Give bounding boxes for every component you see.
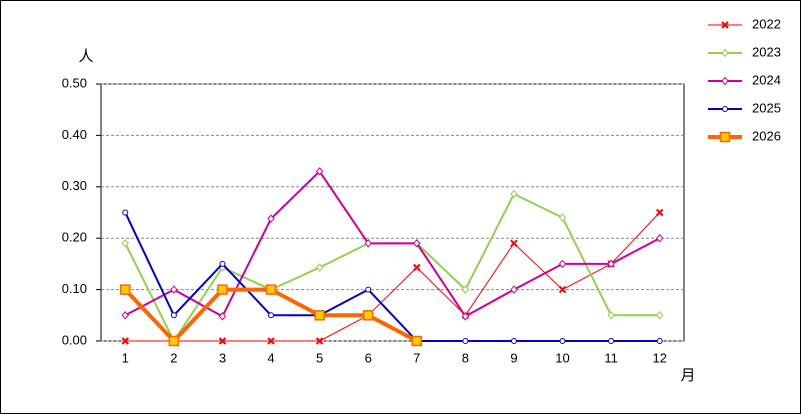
x-tick-label: 9 bbox=[510, 350, 517, 365]
marker bbox=[656, 208, 664, 217]
marker bbox=[461, 312, 470, 321]
series-line bbox=[124, 212, 660, 342]
x-tick-label: 3 bbox=[219, 350, 226, 365]
marker bbox=[607, 311, 615, 320]
legend-label: 2026 bbox=[752, 128, 781, 143]
marker bbox=[721, 48, 729, 58]
x-tick-label: 7 bbox=[413, 350, 420, 365]
marker bbox=[719, 131, 731, 143]
series-line bbox=[125, 212, 661, 342]
x-tick-label: 4 bbox=[267, 350, 274, 365]
marker bbox=[462, 338, 469, 344]
y-tick-label: 0.10 bbox=[62, 281, 87, 296]
marker bbox=[219, 260, 226, 267]
marker bbox=[122, 209, 129, 216]
marker bbox=[413, 263, 421, 272]
marker bbox=[558, 259, 567, 269]
legend-label: 2025 bbox=[752, 100, 781, 115]
marker bbox=[721, 76, 729, 86]
marker bbox=[510, 285, 518, 294]
x-tick-label: 11 bbox=[604, 350, 618, 365]
marker bbox=[510, 239, 518, 248]
marker bbox=[558, 213, 567, 222]
marker bbox=[362, 310, 374, 321]
marker bbox=[413, 239, 421, 248]
x-tick-label: 6 bbox=[365, 350, 372, 365]
legend-label: 2024 bbox=[752, 72, 781, 87]
marker bbox=[315, 337, 324, 345]
x-tick-label: 5 bbox=[316, 350, 323, 365]
marker bbox=[315, 263, 324, 272]
marker bbox=[218, 337, 227, 345]
marker bbox=[170, 285, 178, 294]
x-tick-label: 12 bbox=[652, 350, 666, 365]
marker bbox=[121, 239, 129, 248]
marker bbox=[314, 310, 325, 321]
x-axis-label: 月 bbox=[680, 367, 695, 384]
marker bbox=[365, 286, 372, 293]
y-tick-label: 0.50 bbox=[62, 75, 87, 90]
marker bbox=[218, 312, 227, 321]
marker bbox=[121, 337, 129, 345]
marker bbox=[168, 335, 180, 347]
marker bbox=[607, 259, 615, 269]
marker bbox=[268, 312, 275, 319]
marker bbox=[315, 167, 324, 176]
marker bbox=[121, 311, 129, 320]
marker bbox=[364, 239, 372, 248]
marker bbox=[411, 335, 423, 347]
marker bbox=[267, 214, 275, 223]
y-tick-label: 0.40 bbox=[62, 127, 87, 142]
marker bbox=[170, 312, 177, 319]
x-tick-label: 1 bbox=[122, 350, 129, 365]
marker bbox=[217, 284, 228, 295]
legend-label: 2023 bbox=[752, 44, 781, 59]
marker bbox=[559, 338, 566, 344]
marker bbox=[120, 284, 131, 295]
marker bbox=[267, 337, 275, 345]
legend-label: 2022 bbox=[752, 16, 781, 31]
marker bbox=[656, 338, 663, 344]
marker bbox=[721, 21, 729, 29]
y-axis-label: 人 bbox=[78, 48, 93, 65]
marker bbox=[510, 338, 517, 344]
x-tick-label: 8 bbox=[462, 350, 469, 365]
y-tick-label: 0.00 bbox=[62, 332, 87, 347]
marker bbox=[510, 189, 518, 199]
marker bbox=[656, 233, 664, 243]
marker bbox=[656, 311, 664, 320]
marker bbox=[461, 285, 470, 294]
series-line bbox=[124, 170, 661, 318]
x-tick-label: 2 bbox=[170, 350, 177, 365]
marker bbox=[558, 285, 567, 294]
marker bbox=[722, 106, 728, 112]
x-tick-label: 10 bbox=[555, 350, 569, 365]
y-tick-label: 0.30 bbox=[62, 178, 87, 193]
y-tick-label: 0.20 bbox=[62, 230, 87, 245]
marker bbox=[265, 284, 277, 295]
marker bbox=[608, 338, 615, 344]
